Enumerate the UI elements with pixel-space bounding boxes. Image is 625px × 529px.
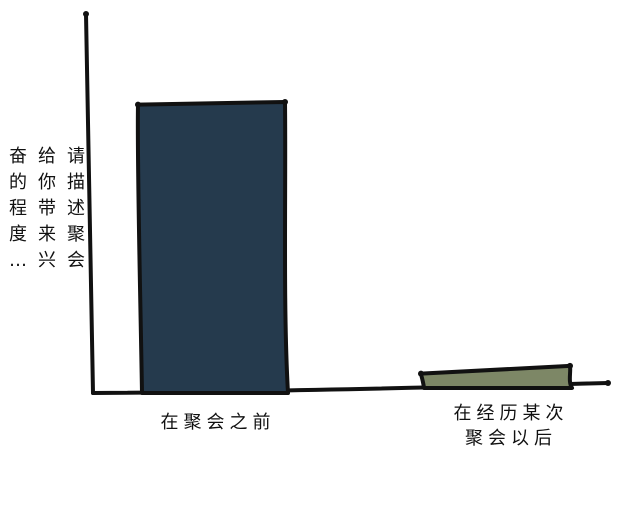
x-tick-label-1-line-1: 聚会以后 (465, 428, 557, 449)
y-axis-label-char-5: 给 (38, 146, 56, 167)
y-axis-label-char-8: 来 (38, 224, 56, 245)
y-axis-line (84, 12, 95, 395)
bar-0-corner-left (135, 101, 141, 108)
bar-0-corner-right (282, 98, 288, 105)
y-axis-label-char-6: 你 (38, 172, 56, 193)
y-axis-end-dot (83, 11, 89, 17)
bars (135, 98, 574, 395)
y-axis-label-char-9: 兴 (38, 250, 56, 271)
y-axis-label-char-3: 聚 (67, 224, 85, 245)
y-axis-label-char-14: … (9, 250, 27, 271)
y-axis-label-char-10: 奋 (9, 146, 27, 167)
bar-0 (135, 99, 290, 395)
bar-1-corner-right (567, 362, 573, 369)
bar-1 (418, 363, 574, 390)
y-axis-label-char-2: 述 (67, 198, 85, 219)
y-axis-label-char-1: 描 (67, 172, 85, 193)
y-axis-label-char-13: 度 (9, 224, 27, 245)
x-axis-end-dot (605, 380, 611, 386)
y-axis-label-char-12: 程 (9, 198, 27, 219)
y-axis-label-char-11: 的 (9, 172, 27, 193)
bar-1-corner-left (418, 370, 424, 377)
y-axis-label-char-0: 请 (67, 146, 85, 167)
x-tick-label-0: 在聚会之前 (161, 412, 276, 433)
x-tick-label-1-line-0: 在经历某次 (454, 403, 569, 424)
y-axis-label-char-7: 带 (38, 198, 56, 219)
y-axis-label-char-4: 会 (67, 250, 85, 271)
